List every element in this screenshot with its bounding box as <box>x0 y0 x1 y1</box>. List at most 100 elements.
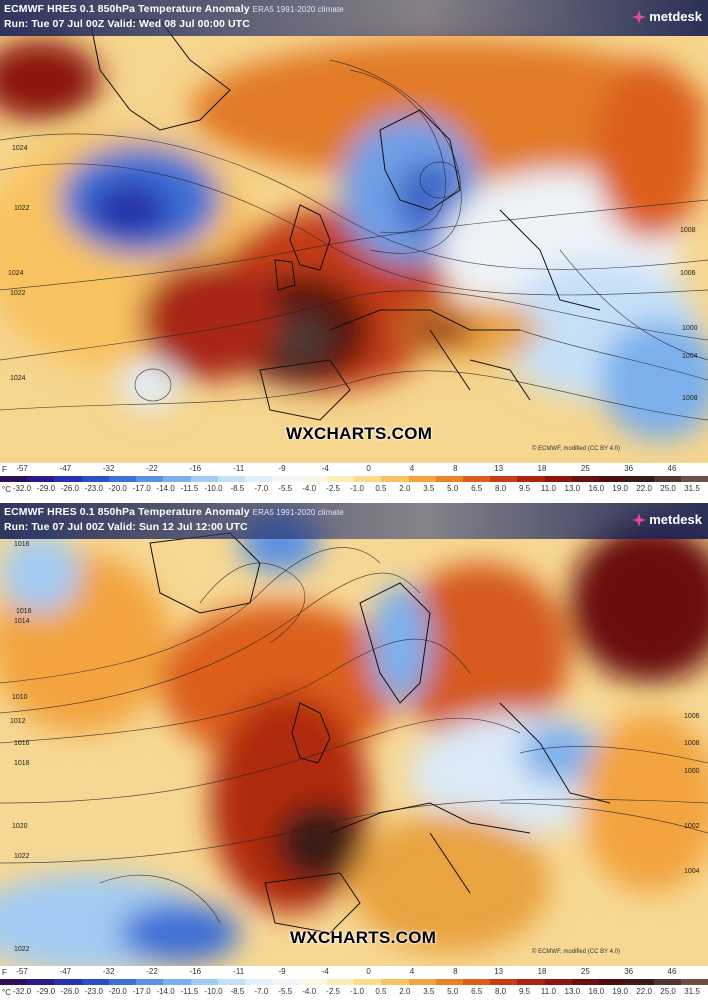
scale-color-swatch <box>272 979 300 985</box>
scale-color-swatch <box>599 476 627 482</box>
scale-color-swatch <box>163 979 191 985</box>
isobar-label: 1024 <box>12 145 28 152</box>
scale-tick-f: 18 <box>537 464 547 473</box>
scale-tick-c: 19.0 <box>612 484 628 493</box>
scale-tick-c: -10.0 <box>204 484 223 493</box>
scale-color-swatch <box>81 476 109 482</box>
scale-color-swatch <box>163 476 191 482</box>
scale-tick-c: 25.0 <box>660 987 676 996</box>
scale-color-swatch <box>490 979 518 985</box>
scale-color-bar <box>0 476 708 482</box>
scale-color-swatch <box>571 476 600 482</box>
isobar-label: 1000 <box>684 768 700 775</box>
isobar-label: 1000 <box>682 325 698 332</box>
scale-tick-f: 13 <box>494 464 504 473</box>
isobar-label: 1014 <box>14 618 30 625</box>
scale-tick-c: 31.5 <box>684 484 700 493</box>
scale-tick-f: 18 <box>537 967 547 976</box>
scale-tick-f: -11 <box>233 464 245 473</box>
scale-tick-f: -11 <box>233 967 245 976</box>
scale-tick-c: -7.0 <box>254 484 269 493</box>
scale-color-swatch <box>27 476 55 482</box>
scale-color-swatch <box>54 476 82 482</box>
chart-title: ECMWF HRES 0.1 850hPa Temperature Anomal… <box>4 506 344 518</box>
scale-color-swatch <box>462 979 491 985</box>
scale-unit-f: F <box>2 465 7 474</box>
scale-tick-c: -23.0 <box>84 484 103 493</box>
scale-ticks-c: -32.0 -29.0 -26.0 -23.0 -20.0 -17.0 -14.0 -11.5… <box>0 484 708 496</box>
scale-color-swatch <box>490 476 518 482</box>
scale-tick-f: 8 <box>453 464 458 473</box>
scale-color-swatch <box>190 476 218 482</box>
title-text: ECMWF HRES 0.1 850hPa Temperature Anomal… <box>4 506 250 518</box>
scale-tick-c: 8.0 <box>495 987 507 996</box>
isobar-label: 1022 <box>14 853 30 860</box>
scale-tick-c: 9.5 <box>518 484 531 493</box>
metdesk-logo: metdesk <box>632 9 702 24</box>
scale-color-swatch <box>27 979 55 985</box>
run-valid-text: Run: Tue 07 Jul 00Z Valid: Wed 08 Jul 00… <box>4 18 250 30</box>
scale-tick-c: -17.0 <box>132 484 151 493</box>
scale-tick-c: -5.5 <box>278 484 293 493</box>
temperature-anomaly-map: 1024 1022 1024 1022 1024 1008 1006 1000 1004 1008 <box>0 0 708 463</box>
scale-color-swatch <box>272 476 300 482</box>
scale-tick-f: 0 <box>366 967 371 976</box>
isobar-label: 1004 <box>684 868 700 875</box>
scale-tick-c: 2.0 <box>399 987 411 996</box>
scale-color-swatch <box>381 979 409 985</box>
scale-color-swatch <box>653 979 681 985</box>
isobar-label: 1008 <box>682 395 698 402</box>
scale-tick-f: 25 <box>580 464 590 473</box>
isobar-label: 1002 <box>684 823 700 830</box>
scale-color-swatch <box>544 979 572 985</box>
scale-tick-f: -4 <box>321 464 329 473</box>
scale-tick-c: 22.0 <box>636 987 652 996</box>
scale-tick-f: 36 <box>624 464 634 473</box>
scale-tick-c: 6.5 <box>471 484 483 493</box>
scale-color-swatch <box>108 476 137 482</box>
brand-text: metdesk <box>649 9 702 24</box>
bottom-chart-panel: 1016 1016 1014 1012 1010 1016 1018 1020 1022 1022… <box>0 503 708 1000</box>
climate-text: ERA5 1991-2020 climate <box>252 508 344 517</box>
scale-color-swatch <box>326 979 355 985</box>
scale-tick-c: 0.5 <box>375 484 387 493</box>
scale-color-swatch <box>517 979 545 985</box>
isobar-label: 1020 <box>12 823 28 830</box>
isobar-label: 1008 <box>680 227 696 234</box>
scale-tick-c: 11.0 <box>540 484 556 493</box>
run-valid-text: Run: Tue 07 Jul 00Z Valid: Sun 12 Jul 12… <box>4 521 248 533</box>
scale-tick-c: -1.0 <box>350 987 364 996</box>
title-text: ECMWF HRES 0.1 850hPa Temperature Anomal… <box>4 3 250 15</box>
scale-tick-c: -4.0 <box>302 987 317 996</box>
watermark: WXCHARTS.COM <box>286 424 433 443</box>
scale-color-swatch <box>408 979 436 985</box>
scale-color-swatch <box>245 476 273 482</box>
scale-unit-f: F <box>2 968 7 977</box>
scale-tick-f: -16 <box>189 967 202 976</box>
scale-tick-c: 8.0 <box>495 484 507 493</box>
scale-tick-f: -9 <box>278 967 286 976</box>
scale-tick-c: -26.0 <box>60 484 79 493</box>
scale-color-swatch <box>136 979 164 985</box>
color-scale: F -57 -47 -32 -22 -16 -11 -9 -4 0 4 8 13 18 25 36 46 °C… <box>0 463 708 497</box>
scale-color-swatch <box>462 476 491 482</box>
scale-tick-c: 19.0 <box>612 987 628 996</box>
scale-tick-f: 8 <box>453 967 458 976</box>
credit-text: © ECMWF, modified (CC BY 4.0) <box>532 949 620 955</box>
scale-tick-f: -9 <box>278 464 286 473</box>
isobar-label: 1018 <box>14 760 30 767</box>
scale-color-swatch <box>217 979 246 985</box>
scale-color-swatch <box>108 979 137 985</box>
chart-title: ECMWF HRES 0.1 850hPa Temperature Anomal… <box>4 3 344 15</box>
scale-tick-c: -4.0 <box>302 484 317 493</box>
scale-tick-f: -32 <box>102 967 115 976</box>
scale-tick-c: -10.0 <box>204 987 223 996</box>
scale-color-swatch <box>626 476 654 482</box>
scale-color-swatch <box>381 476 409 482</box>
scale-tick-f: 4 <box>409 967 415 976</box>
scale-tick-c: 3.5 <box>423 987 435 996</box>
climate-text: ERA5 1991-2020 climate <box>252 5 344 14</box>
scale-color-swatch <box>435 979 463 985</box>
scale-color-swatch <box>136 476 164 482</box>
scale-tick-f: 4 <box>409 464 415 473</box>
